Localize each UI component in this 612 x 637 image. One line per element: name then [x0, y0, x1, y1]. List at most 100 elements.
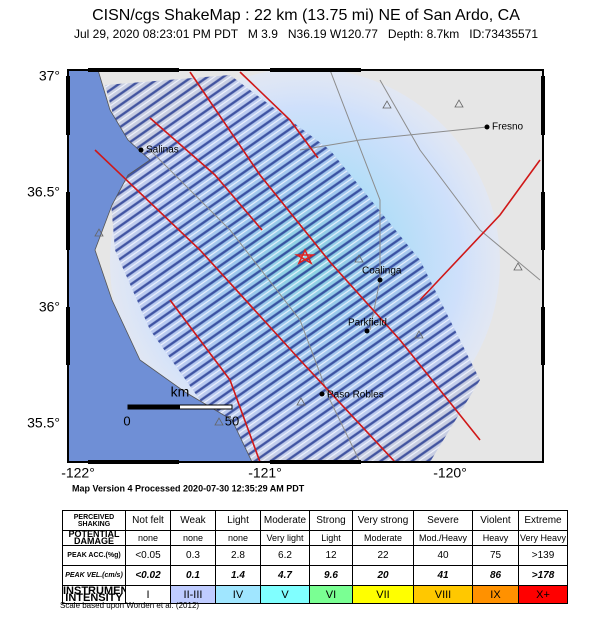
legend-row: PEAK ACC.(%g) <0.05 0.3 2.8 6.2 12 22 40 75 >139 — [62, 545, 568, 566]
legend-cell: <0.02 — [125, 565, 171, 586]
path — [169, 299, 261, 462]
legend-body: PERCEIVED SHAKING Not felt Weak Light Modera… — [62, 510, 568, 604]
city-labels: Salinas Fresno Coalinga Parkfield Paso R… — [146, 122, 524, 401]
legend-cell: none — [215, 530, 261, 546]
city-dots — [138, 124, 490, 397]
scale-bar: km 0 50 — [123, 384, 239, 429]
scale-unit: km — [171, 384, 190, 400]
title: CISN/cgs ShakeMap : 22 km (13.75 mi) NE … — [92, 7, 520, 24]
legend-cell: 40 — [413, 545, 473, 566]
lat-label: 36° — [39, 299, 60, 315]
legend-cell: Not felt — [125, 510, 171, 531]
city-label: Parkfield — [348, 318, 387, 329]
legend-cell: 2.8 — [215, 545, 261, 566]
legend-cell: Mod./Heavy — [413, 530, 473, 546]
legend-cell: Very light — [260, 530, 310, 546]
lat-label: 35.5° — [27, 415, 60, 431]
legend-cell: Very strong — [352, 510, 414, 531]
legend-row-label: PEAK VEL.(cm/s) — [62, 565, 126, 586]
path — [329, 70, 381, 331]
circle — [138, 147, 144, 153]
path — [513, 262, 523, 271]
legend-cell: 75 — [472, 545, 519, 566]
stations — [94, 99, 523, 426]
path — [414, 330, 424, 339]
epicenter — [294, 248, 316, 265]
legend-cell: 0.3 — [170, 545, 216, 566]
legend-cell: Severe — [413, 510, 473, 531]
lon-label: -122° — [61, 465, 95, 481]
legend-cell: Light — [309, 530, 353, 546]
circle — [364, 328, 370, 334]
legend-cell: II-III — [170, 585, 216, 604]
legend-cell: >139 — [518, 545, 568, 566]
legend-cell: Very Heavy — [518, 530, 568, 546]
legend-cell: V — [260, 585, 310, 604]
rect — [128, 405, 180, 409]
legend-row: PERCEIVED SHAKING Not felt Weak Light Modera… — [62, 510, 568, 531]
path — [419, 159, 541, 301]
roads — [149, 70, 541, 462]
intensity-legend: PERCEIVED SHAKING Not felt Weak Light Modera… — [62, 510, 568, 604]
path — [239, 71, 319, 159]
legend-row-label: PEAK ACC.(%g) — [62, 545, 126, 566]
legend-row: PEAK VEL.(cm/s) <0.02 0.1 1.4 4.7 9.6 20 41 86 >1… — [62, 565, 568, 586]
legend-cell: VII — [352, 585, 414, 604]
path — [454, 99, 464, 108]
legend-cell: Light — [215, 510, 261, 531]
legend-cell: VI — [309, 585, 353, 604]
path — [94, 149, 396, 462]
legend-cell: I — [125, 585, 171, 604]
legend-row-label: POTENTIAL DAMAGE — [62, 530, 126, 546]
city-label: Paso Robles — [327, 390, 384, 401]
lat-labels: 37° 36.5° 36° 35.5° — [27, 68, 60, 431]
legend-cell: 4.7 — [260, 565, 310, 586]
legend-cell: Moderate — [352, 530, 414, 546]
legend-cell: >178 — [518, 565, 568, 586]
legend-cell: X+ — [518, 585, 568, 604]
city-label: Salinas — [146, 145, 179, 156]
legend-cell: 6.2 — [260, 545, 310, 566]
scale-start: 0 — [123, 413, 130, 428]
legend-cell: Violent — [472, 510, 519, 531]
subtitle: Jul 29, 2020 08:23:01 PM PDT M 3.9 N36.1… — [74, 27, 538, 41]
legend-row-label: PERCEIVED SHAKING — [62, 510, 126, 531]
legend-cell: VIII — [413, 585, 473, 604]
circle — [319, 391, 325, 397]
lon-labels: -122° -121° -120° — [61, 465, 467, 481]
legend-cell: 1.4 — [215, 565, 261, 586]
path — [379, 79, 541, 281]
path — [296, 397, 306, 406]
lon-label: -121° — [248, 465, 282, 481]
city-label: Fresno — [492, 122, 524, 133]
city-label: Coalinga — [362, 266, 402, 277]
path — [214, 417, 224, 426]
legend-cell: 9.6 — [309, 565, 353, 586]
path — [382, 100, 392, 109]
legend-cell: 86 — [472, 565, 519, 586]
scale-end: 50 — [225, 413, 239, 428]
lon-label: -120° — [433, 465, 467, 481]
path — [189, 71, 481, 441]
legend-cell: none — [125, 530, 171, 546]
map-figure: CISN/cgs ShakeMap : 22 km (13.75 mi) NE … — [27, 7, 545, 493]
legend-cell: 0.1 — [170, 565, 216, 586]
legend-cell: 41 — [413, 565, 473, 586]
circle — [484, 124, 490, 130]
legend-cell: IV — [215, 585, 261, 604]
frame-ticks — [66, 68, 545, 464]
path — [299, 126, 488, 151]
legend-cell: Moderate — [260, 510, 310, 531]
legend-cell: 20 — [352, 565, 414, 586]
path — [149, 117, 263, 231]
legend-row: INSTRUMENTAL INTENSITYIII-IIIIVVVIVIIVII… — [62, 585, 568, 604]
version-note: Map Version 4 Processed 2020-07-30 12:35… — [72, 483, 305, 493]
circle — [377, 277, 383, 283]
lat-label: 37° — [39, 68, 60, 84]
legend-cell: 12 — [309, 545, 353, 566]
path — [94, 228, 104, 237]
legend-cell: 22 — [352, 545, 414, 566]
map-area — [68, 70, 543, 462]
